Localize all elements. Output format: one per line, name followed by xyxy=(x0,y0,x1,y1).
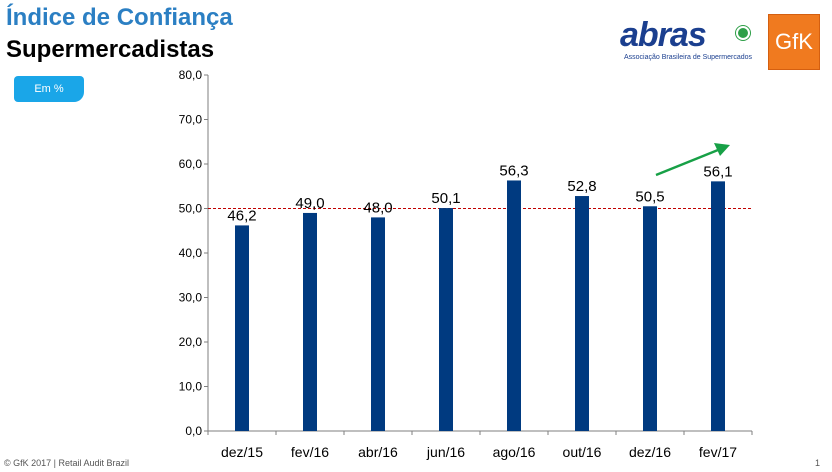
category-label: abr/16 xyxy=(358,444,398,460)
labels-group: 46,2 dez/15 49,0 fev/16 48,0 abr/16 50,1 jun/16… xyxy=(221,162,737,460)
category-label: jun/16 xyxy=(426,444,465,460)
bar xyxy=(439,208,453,431)
abras-logo-subtitle: Associação Brasileira de Supermercados xyxy=(624,54,753,61)
y-tick-label: 60,0 xyxy=(179,157,203,171)
category-label: fev/17 xyxy=(699,444,737,460)
chart-subtitle: Supermercadistas xyxy=(6,36,215,63)
page-number: 1 xyxy=(814,458,820,468)
abras-logo-wordmark: abras xyxy=(620,16,707,54)
category-label: out/16 xyxy=(563,444,602,460)
footer-copyright: © GfK 2017 | Retail Audit Brazil xyxy=(4,458,130,468)
category-label: dez/15 xyxy=(221,444,263,460)
chart-axes: 0,0 10,0 20,0 30,0 40,0 50,0 60,0 70,0 80,0 xyxy=(179,68,753,438)
category-label: ago/16 xyxy=(493,444,536,460)
category-label: dez/16 xyxy=(629,444,671,460)
bar xyxy=(643,206,657,431)
y-tick-label: 80,0 xyxy=(179,68,203,82)
abras-logo-dot-icon xyxy=(736,26,750,40)
gfk-logo: GfK xyxy=(768,14,820,70)
bars-group xyxy=(235,180,725,431)
data-label: 52,8 xyxy=(567,178,596,195)
trend-arrow-shaft xyxy=(655,148,719,177)
y-tick-label: 20,0 xyxy=(179,335,203,349)
data-label: 50,1 xyxy=(431,190,460,207)
bar xyxy=(711,181,725,431)
bar xyxy=(371,217,385,431)
bar xyxy=(235,225,249,431)
data-label: 48,0 xyxy=(363,199,392,216)
trend-arrow-group xyxy=(655,143,730,177)
bar xyxy=(575,196,589,431)
trend-arrow-head-icon xyxy=(714,143,730,156)
data-label: 50,5 xyxy=(635,188,664,205)
chart-title: Índice de Confiança xyxy=(6,4,233,31)
y-tick-label: 70,0 xyxy=(179,113,203,127)
data-label: 56,1 xyxy=(703,163,732,180)
bar xyxy=(507,180,521,431)
y-tick-label: 10,0 xyxy=(179,380,203,394)
data-label: 46,2 xyxy=(227,207,256,224)
y-tick-label: 50,0 xyxy=(179,202,203,216)
data-label: 49,0 xyxy=(295,195,324,212)
abras-logo: abras Associação Brasileira de Supermerc… xyxy=(620,18,752,66)
category-label: fev/16 xyxy=(291,444,329,460)
unit-badge: Em % xyxy=(14,76,84,102)
y-tick-label: 40,0 xyxy=(179,246,203,260)
y-tick-label: 0,0 xyxy=(185,424,202,438)
y-tick-label: 30,0 xyxy=(179,291,203,305)
data-label: 56,3 xyxy=(499,162,528,179)
bar xyxy=(303,212,317,431)
